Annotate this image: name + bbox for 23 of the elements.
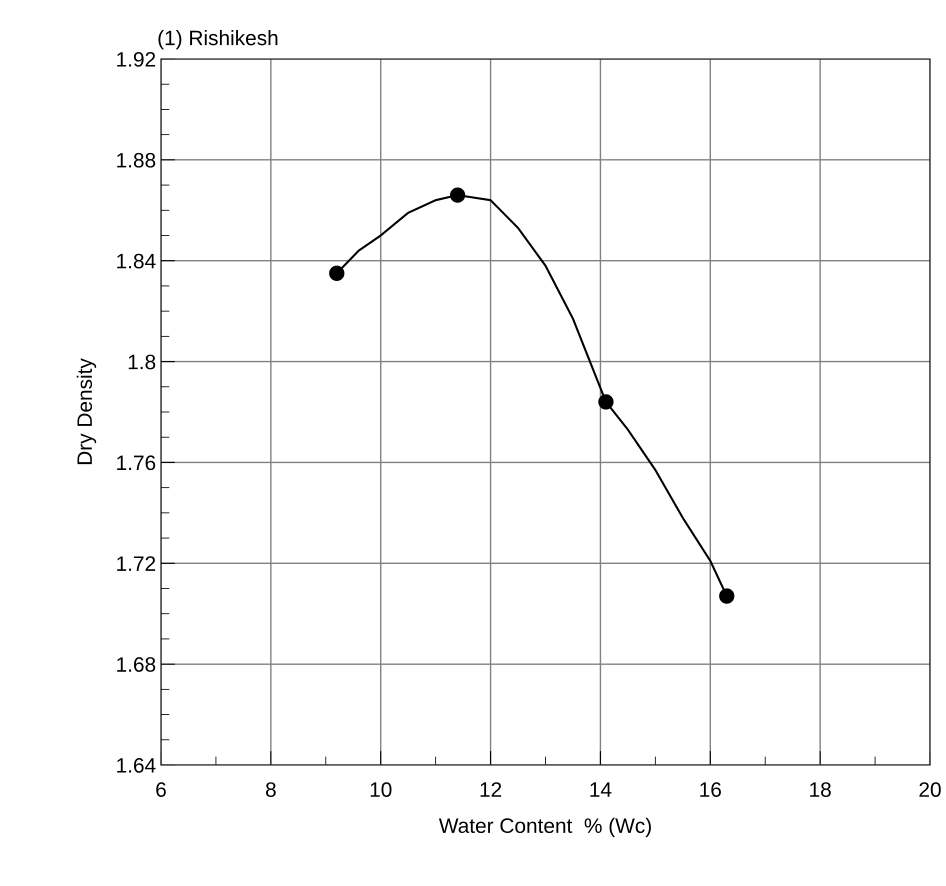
x-axis-title: Water Content % (Wc) — [438, 818, 651, 838]
point — [598, 394, 614, 410]
point — [450, 188, 466, 203]
x-tick-label: 14 — [590, 782, 612, 797]
y-tick-label: 1.72 — [117, 556, 156, 571]
y-tick-label: 1.8 — [128, 354, 156, 370]
y-tick-label: 1.76 — [117, 455, 156, 470]
y-tick-label: 1.68 — [117, 657, 156, 672]
point — [719, 588, 734, 604]
x-tick-label: 20 — [919, 782, 941, 797]
x-tick-label: 10 — [370, 782, 392, 797]
y-tick-label: 1.88 — [117, 152, 156, 168]
chart-title: (1) Rishikesh — [158, 30, 278, 50]
x-tick-label: 18 — [810, 782, 831, 797]
y-axis-title: Dry Density — [76, 358, 96, 464]
point — [329, 266, 344, 281]
x-tick-label: 8 — [266, 782, 276, 797]
y-tick-label: 1.92 — [117, 52, 156, 67]
y-tick-label: 1.84 — [117, 254, 156, 268]
x-tick-label: 6 — [156, 782, 166, 797]
x-tick-label: 12 — [480, 782, 502, 797]
x-tick-label: 16 — [700, 782, 721, 797]
y-tick-label: 1.64 — [117, 758, 156, 773]
